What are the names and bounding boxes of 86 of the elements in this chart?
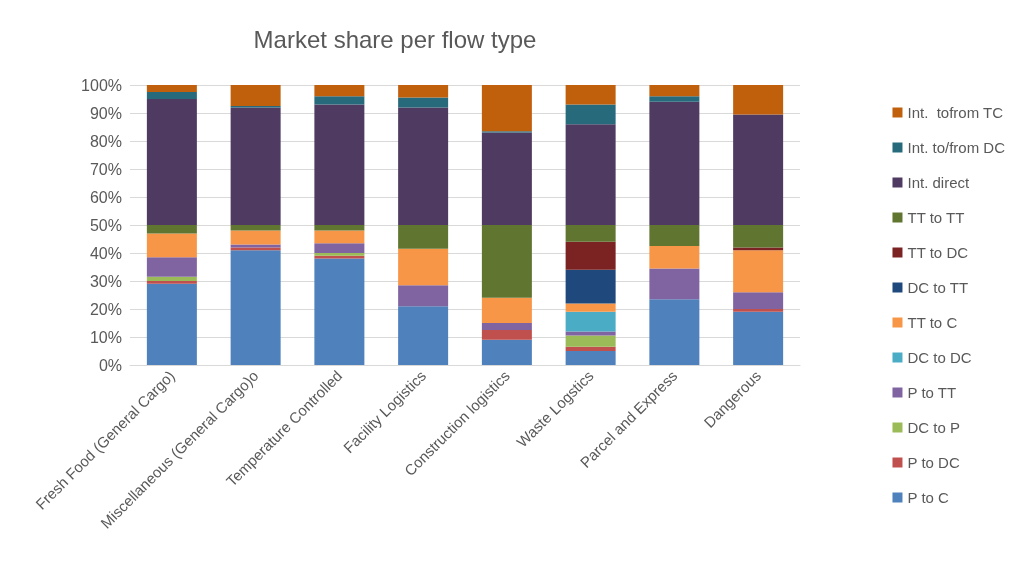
bar	[565, 311, 616, 332]
bar	[230, 250, 281, 365]
bar	[733, 309, 784, 312]
bar	[565, 335, 616, 347]
bar	[649, 85, 700, 97]
bar	[481, 330, 532, 340]
bar	[649, 96, 700, 102]
bar	[481, 85, 532, 132]
bar	[398, 107, 449, 225]
bar	[314, 230, 365, 244]
bar	[146, 276, 197, 281]
legend-label: TT to TT	[907, 209, 965, 226]
bar	[146, 257, 197, 277]
y-tick-label: 10%	[89, 328, 122, 346]
bar	[314, 243, 365, 253]
y-tick-label: 60%	[89, 188, 122, 206]
legend-label: P to TT	[907, 384, 957, 401]
bar	[398, 306, 449, 365]
bar	[230, 225, 281, 231]
bar	[398, 97, 449, 108]
bar	[733, 225, 784, 248]
bar	[230, 85, 281, 106]
y-tick-label: 90%	[89, 104, 122, 122]
y-tick-label: 80%	[89, 132, 122, 150]
bar	[565, 269, 616, 304]
bar	[649, 246, 700, 269]
bar	[481, 323, 532, 330]
legend-label: DC to DC	[907, 349, 972, 366]
bar	[146, 225, 197, 234]
bar	[481, 132, 532, 225]
bar	[146, 283, 197, 365]
legend-label: Int. direct	[907, 174, 970, 191]
bar	[733, 292, 784, 309]
bar	[481, 225, 532, 298]
bar	[481, 339, 532, 365]
bar	[649, 268, 700, 300]
y-tick-label: 40%	[89, 244, 122, 262]
bar	[733, 250, 784, 293]
legend-label: P to DC	[907, 454, 960, 471]
legend-label: Int. tofrom TC	[907, 104, 1004, 121]
bar	[146, 281, 197, 284]
bar	[733, 114, 784, 225]
bar	[733, 311, 784, 365]
bar	[565, 104, 616, 125]
bar	[565, 303, 616, 312]
legend-label: DC to P	[907, 419, 960, 436]
y-tick-label: 50%	[89, 216, 122, 234]
legend-label: TT to DC	[907, 244, 969, 261]
bar	[146, 99, 197, 225]
legend-label: Int. to/from DC	[907, 139, 1006, 156]
legend-label: P to C	[907, 489, 950, 506]
bar	[733, 247, 784, 251]
bar	[565, 85, 616, 105]
bar	[565, 351, 616, 365]
bar	[230, 107, 281, 225]
bar	[314, 85, 365, 97]
legend-label: TT to C	[907, 314, 958, 331]
bar	[565, 346, 616, 351]
bar	[314, 258, 365, 365]
legend-label: DC to TT	[907, 279, 969, 296]
bar	[146, 92, 197, 99]
y-tick-label: 70%	[89, 160, 122, 178]
bar	[398, 225, 449, 249]
bar	[649, 101, 700, 225]
bar	[565, 241, 616, 270]
bar	[230, 230, 281, 245]
y-tick-label: 20%	[89, 300, 122, 318]
y-tick-label: 100%	[81, 76, 122, 94]
bar	[565, 124, 616, 225]
y-tick-label: 30%	[89, 272, 122, 290]
bar	[649, 225, 700, 246]
bar	[565, 225, 616, 242]
bar	[481, 297, 532, 323]
bar	[649, 299, 700, 365]
bar	[398, 85, 449, 98]
bar	[565, 331, 616, 336]
chart-title: Market share per flow type	[253, 25, 537, 53]
bar	[146, 233, 197, 258]
bar	[314, 104, 365, 225]
bar	[314, 225, 365, 231]
bar	[314, 96, 365, 105]
bar	[398, 248, 449, 286]
bar	[733, 85, 784, 115]
bar	[146, 85, 197, 92]
bar	[398, 285, 449, 307]
y-tick-label: 0%	[98, 356, 122, 374]
